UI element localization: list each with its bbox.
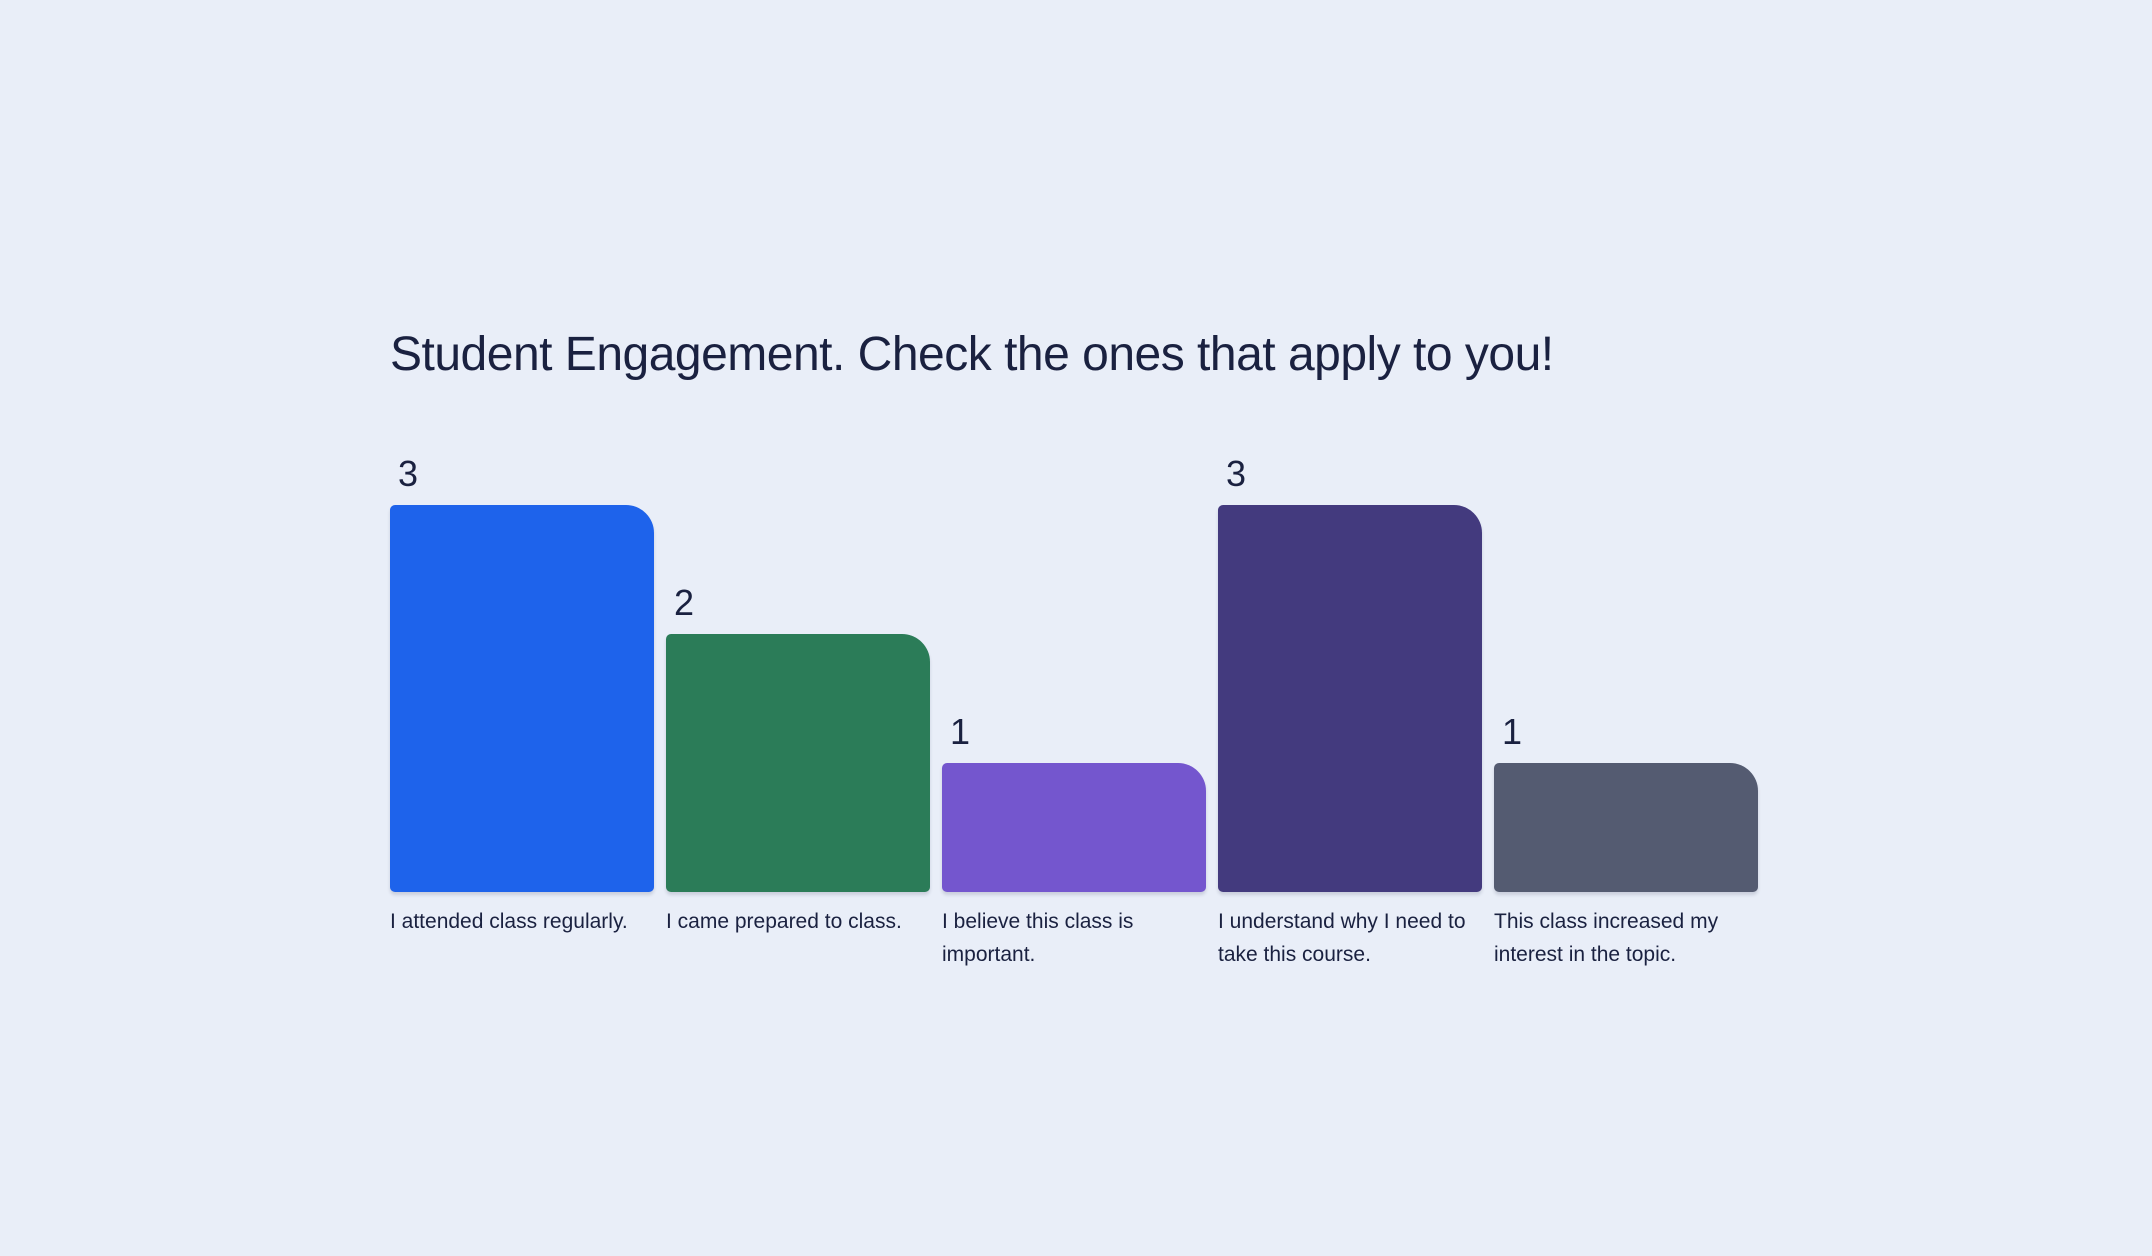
bar-column: 1 I believe this class is important.: [942, 714, 1206, 971]
bar-category-label: This class increased my interest in the t…: [1494, 905, 1758, 971]
bar-category-label: I believe this class is important.: [942, 905, 1206, 971]
bar-rect: [942, 763, 1206, 892]
bar-rect: [666, 634, 930, 892]
bar-value-label: 3: [398, 453, 419, 494]
bar-category-label-line: I believe this class is: [942, 910, 1134, 933]
bar-category-label-line: interest in the topic.: [1494, 943, 1677, 966]
bar-column: 2 I came prepared to class.: [666, 585, 930, 971]
bar-category-label: I came prepared to class.: [666, 905, 930, 971]
bar-category-label-line: I came prepared to class.: [666, 910, 902, 933]
chart-title: Student Engagement. Check the ones that …: [390, 328, 1554, 381]
bar-rect: [1218, 505, 1482, 892]
bar-category-label-line: take this course.: [1218, 943, 1371, 966]
bar-column: 3 I understand why I need to take this co…: [1218, 456, 1482, 971]
bar-category-label: I attended class regularly.: [390, 905, 654, 971]
bar-value-label: 2: [674, 582, 695, 623]
bar-rect: [1494, 763, 1758, 892]
bar-value-label: 1: [1502, 711, 1523, 752]
bar-category-label-line: I understand why I need to: [1218, 910, 1466, 933]
bar-value-label: 3: [1226, 453, 1247, 494]
bar-chart: 3 I attended class regularly. 2 I came p…: [390, 456, 1758, 971]
bar-category-label-line: I attended class regularly.: [390, 910, 628, 933]
bar-category-label-line: important.: [942, 943, 1036, 966]
bar-column: 3 I attended class regularly.: [390, 456, 654, 971]
bar-column: 1 This class increased my interest in the…: [1494, 714, 1758, 971]
bar-category-label-line: This class increased my: [1494, 910, 1719, 933]
bar-category-label: I understand why I need to take this cour…: [1218, 905, 1482, 971]
bar-rect: [390, 505, 654, 892]
bar-value-label: 1: [950, 711, 971, 752]
